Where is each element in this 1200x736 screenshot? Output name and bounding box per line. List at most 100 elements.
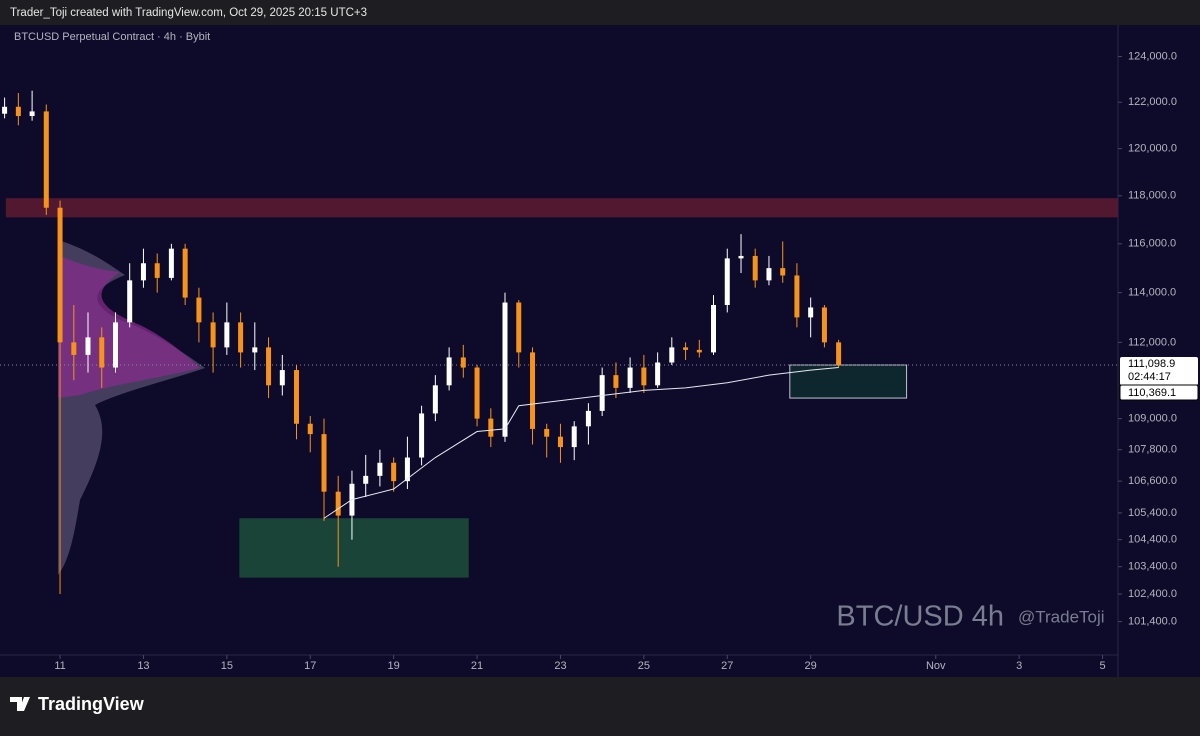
x-tick-label: 17 <box>304 660 316 672</box>
candle-body <box>432 385 438 414</box>
candle-body <box>238 322 244 353</box>
brand: TradingView <box>38 694 145 714</box>
candle-body <box>766 268 772 281</box>
y-tick-label: 116,000.0 <box>1128 238 1176 250</box>
candle-body <box>363 475 369 484</box>
candle-body <box>266 347 272 386</box>
x-tick-label: Nov <box>926 660 946 672</box>
x-tick-label: 29 <box>805 660 817 672</box>
zone <box>239 518 469 578</box>
y-tick-label: 109,000.0 <box>1128 413 1177 425</box>
candle-body <box>113 322 119 368</box>
chart-title: BTCUSD Perpetual Contract · 4h · Bybit <box>14 31 210 43</box>
candle-body <box>613 375 619 388</box>
line-label: 110,369.1 <box>1128 387 1176 399</box>
candle-body <box>669 347 675 363</box>
candle-body <box>627 367 633 388</box>
y-tick-label: 112,000.0 <box>1128 336 1176 348</box>
candle-body <box>655 362 661 386</box>
candle-body <box>391 462 397 482</box>
x-tick-label: 13 <box>137 660 149 672</box>
volume-profile <box>58 240 205 575</box>
zone <box>789 364 908 399</box>
logo-icon <box>10 697 30 711</box>
candle-body <box>585 410 591 427</box>
candle-body <box>307 423 313 435</box>
countdown: 02:44:17 <box>1128 371 1171 383</box>
candle-body <box>752 255 758 281</box>
candle-body <box>738 255 744 259</box>
candle-body <box>127 280 133 323</box>
watermark: BTC/USD 4h <box>836 601 1004 633</box>
header-text: Trader_Toji created with TradingView.com… <box>10 7 367 19</box>
y-tick-label: 103,400.0 <box>1128 561 1177 573</box>
candle-body <box>293 370 299 424</box>
author: @TradeToji <box>1018 607 1105 626</box>
candle-body <box>154 263 160 278</box>
candle-body <box>182 248 188 298</box>
y-tick-label: 122,000.0 <box>1128 96 1177 108</box>
x-tick-label: 15 <box>221 660 233 672</box>
candle-body <box>377 462 383 476</box>
candle-body <box>808 307 814 318</box>
candle-body <box>530 352 536 429</box>
x-tick-label: 5 <box>1100 660 1106 672</box>
candle-body <box>196 297 202 323</box>
candle-body <box>15 106 21 117</box>
candle-body <box>252 347 258 353</box>
zone <box>5 198 1118 218</box>
candle-body <box>71 342 77 355</box>
y-tick-label: 107,800.0 <box>1128 444 1177 456</box>
candle-body <box>85 337 91 355</box>
candle-body <box>140 263 146 281</box>
y-tick-label: 118,000.0 <box>1128 190 1176 202</box>
x-tick-label: 27 <box>721 660 733 672</box>
price-label-bg <box>1120 357 1198 386</box>
candle-body <box>794 275 800 318</box>
price-label: 111,098.9 <box>1128 358 1175 370</box>
vwap-line <box>323 367 839 519</box>
candle-body <box>224 322 230 348</box>
top-bar <box>0 0 1200 25</box>
candle-body <box>516 302 522 353</box>
candle-body <box>99 337 105 368</box>
x-tick-label: 11 <box>54 660 65 672</box>
candle-body <box>29 111 35 117</box>
x-tick-label: 25 <box>638 660 650 672</box>
candle-body <box>168 248 174 278</box>
candle-body <box>43 111 49 208</box>
candle-body <box>404 457 410 482</box>
y-tick-label: 120,000.0 <box>1128 143 1177 155</box>
candle-body <box>335 491 341 516</box>
y-tick-label: 124,000.0 <box>1128 50 1177 62</box>
line-label-bg <box>1119 384 1199 401</box>
candle-body <box>724 258 730 305</box>
y-tick-label: 101,400.0 <box>1128 615 1177 627</box>
x-tick-label: 23 <box>554 660 566 672</box>
candle-body <box>571 426 577 448</box>
candle-body <box>210 322 216 348</box>
candle-body <box>780 268 786 276</box>
chart-bg <box>0 25 1200 677</box>
candle-body <box>544 428 550 437</box>
candle-body <box>57 207 63 343</box>
x-tick-label: 21 <box>471 660 483 672</box>
y-tick-label: 104,400.0 <box>1128 534 1177 546</box>
candle-body <box>279 370 285 386</box>
candle-body <box>474 367 480 419</box>
y-tick-label: 105,400.0 <box>1128 507 1177 519</box>
x-tick-label: 3 <box>1016 660 1022 672</box>
tv-logo: TradingView <box>10 694 145 714</box>
candle-body <box>446 357 452 386</box>
candle-body <box>836 342 842 366</box>
x-tick-label: 19 <box>388 660 400 672</box>
candle-body <box>2 106 8 114</box>
candle-body <box>419 413 425 458</box>
candle-body <box>460 357 466 368</box>
candle-body <box>321 434 327 492</box>
candle-body <box>683 347 689 350</box>
value-area <box>58 255 200 398</box>
y-tick-label: 114,000.0 <box>1128 287 1176 299</box>
